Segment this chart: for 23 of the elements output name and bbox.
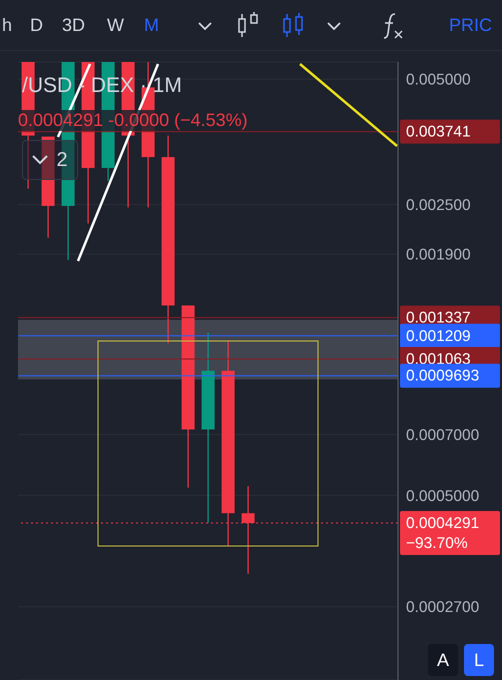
y-tick-label: 0.001900 [406, 246, 472, 264]
text: W [107, 15, 124, 36]
text: PRIC [449, 15, 492, 36]
ref-line-label: 0.001063 [406, 351, 471, 368]
text: h [2, 15, 12, 36]
ref-line-label: 0.0009693 [406, 368, 480, 385]
y-tick-label: 0.0002700 [406, 599, 480, 616]
text: D [30, 15, 43, 36]
annotation: 2 [56, 148, 68, 172]
y-tick-label: 0.005000 [406, 72, 472, 89]
collapse-button: 2 [22, 140, 78, 180]
y-tick-label: 0.0005000 [406, 488, 480, 505]
ref-line-label: 0.001337 [406, 310, 471, 327]
ref-line-label: 0.003741 [406, 124, 471, 141]
text: 0.0004291 -0.0000 (−4.53%) [14, 110, 252, 131]
ref-line-label: 0.001209 [406, 328, 471, 345]
text: 3D [62, 15, 86, 36]
y-tick-label: 0.002500 [406, 196, 472, 214]
ref-line-label: 0.0004291 −93.70% [406, 515, 480, 552]
toggle-button: L [464, 644, 494, 676]
y-tick-label: 0.0007000 [406, 427, 480, 444]
text: M [144, 15, 159, 36]
toggle-button: A [428, 644, 458, 676]
